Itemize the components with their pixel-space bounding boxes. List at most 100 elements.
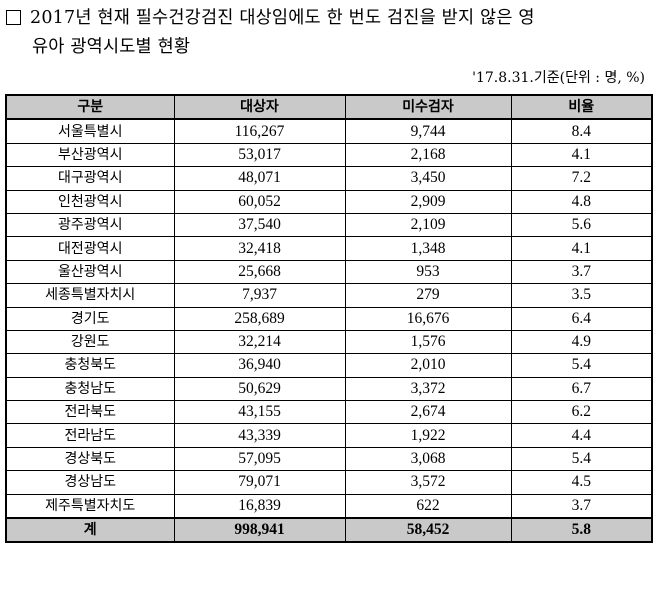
target-count-cell: 32,418 bbox=[173, 236, 346, 261]
target-count-cell: 43,339 bbox=[173, 423, 346, 448]
unexamined-count-cell: 2,168 bbox=[344, 142, 512, 168]
unexamined-count-cell: 3,450 bbox=[344, 166, 512, 191]
unexamined-count-cell: 3,068 bbox=[344, 446, 512, 472]
region-cell: 전라남도 bbox=[5, 423, 175, 448]
table-row: 제주특별자치도 16,839 622 3.7 bbox=[5, 493, 653, 519]
data-table: 구분 대상자 미수검자 비율 서울특별시 116,267 9,744 8.4 부산광역시… bbox=[5, 94, 653, 544]
header-category: 구분 bbox=[5, 94, 175, 121]
table-total-row: 계 998,941 58,452 5.8 bbox=[5, 517, 653, 543]
unexamined-count-cell: 16,676 bbox=[344, 306, 512, 331]
region-cell: 강원도 bbox=[5, 329, 175, 355]
table-row: 광주광역시 37,540 2,109 5.6 bbox=[5, 212, 653, 238]
table-row: 서울특별시 116,267 9,744 8.4 bbox=[5, 118, 653, 144]
ratio-cell: 8.4 bbox=[510, 118, 653, 144]
ratio-cell: 3.5 bbox=[510, 283, 653, 308]
region-cell: 경상남도 bbox=[5, 470, 175, 495]
table-row: 충청북도 36,940 2,010 5.4 bbox=[5, 353, 653, 378]
target-count-cell: 258,689 bbox=[173, 306, 346, 331]
header-ratio: 비율 bbox=[510, 94, 653, 121]
unexamined-count-cell: 953 bbox=[344, 259, 512, 285]
ratio-cell: 4.5 bbox=[510, 470, 653, 495]
target-count-cell: 7,937 bbox=[173, 283, 346, 308]
table-row: 강원도 32,214 1,576 4.9 bbox=[5, 329, 653, 355]
ratio-cell: 5.4 bbox=[510, 353, 653, 378]
region-cell: 경기도 bbox=[5, 306, 175, 331]
unexamined-count-cell: 1,576 bbox=[344, 329, 512, 355]
target-count-cell: 53,017 bbox=[173, 142, 346, 168]
ratio-cell: 4.1 bbox=[510, 236, 653, 261]
table-row: 대구광역시 48,071 3,450 7.2 bbox=[5, 166, 653, 191]
checkbox-square-icon bbox=[6, 10, 21, 25]
region-cell: 경상북도 bbox=[5, 446, 175, 472]
target-count-cell: 37,540 bbox=[173, 212, 346, 238]
table-row: 전라북도 43,155 2,674 6.2 bbox=[5, 400, 653, 425]
target-count-cell: 36,940 bbox=[173, 353, 346, 378]
title-line-2: 유아 광역시도별 현황 bbox=[32, 37, 191, 57]
unexamined-count-cell: 58,452 bbox=[344, 517, 512, 543]
region-cell: 울산광역시 bbox=[5, 259, 175, 285]
target-count-cell: 60,052 bbox=[173, 189, 346, 214]
ratio-cell: 5.8 bbox=[510, 517, 653, 543]
target-count-cell: 25,668 bbox=[173, 259, 346, 285]
ratio-cell: 6.2 bbox=[510, 400, 653, 425]
header-target-count: 대상자 bbox=[173, 94, 346, 121]
table-row: 부산광역시 53,017 2,168 4.1 bbox=[5, 142, 653, 168]
unexamined-count-cell: 1,922 bbox=[344, 423, 512, 448]
region-cell: 광주광역시 bbox=[5, 212, 175, 238]
target-count-cell: 43,155 bbox=[173, 400, 346, 425]
target-count-cell: 116,267 bbox=[173, 118, 346, 144]
unexamined-count-cell: 9,744 bbox=[344, 118, 512, 144]
ratio-cell: 6.4 bbox=[510, 306, 653, 331]
table-row: 대전광역시 32,418 1,348 4.1 bbox=[5, 236, 653, 261]
title-line-1: 2017년 현재 필수건강검진 대상임에도 한 번도 검진을 받지 않은 영 bbox=[30, 8, 535, 28]
ratio-cell: 3.7 bbox=[510, 493, 653, 519]
ratio-cell: 3.7 bbox=[510, 259, 653, 285]
reference-date-note: '17.8.31.기준(단위 : 명, %) bbox=[472, 70, 645, 86]
ratio-cell: 7.2 bbox=[510, 166, 653, 191]
table-row: 울산광역시 25,668 953 3.7 bbox=[5, 259, 653, 285]
table-row: 경상남도 79,071 3,572 4.5 bbox=[5, 470, 653, 495]
region-cell: 충청북도 bbox=[5, 353, 175, 378]
table-row: 경기도 258,689 16,676 6.4 bbox=[5, 306, 653, 331]
region-cell: 충청남도 bbox=[5, 376, 175, 402]
document-title: 2017년 현재 필수건강검진 대상임에도 한 번도 검진을 받지 않은 영 유… bbox=[6, 4, 651, 62]
header-unexamined-count: 미수검자 bbox=[344, 94, 512, 121]
target-count-cell: 998,941 bbox=[173, 517, 346, 543]
ratio-cell: 4.8 bbox=[510, 189, 653, 214]
region-cell: 서울특별시 bbox=[5, 118, 175, 144]
unexamined-count-cell: 1,348 bbox=[344, 236, 512, 261]
table-row: 인천광역시 60,052 2,909 4.8 bbox=[5, 189, 653, 214]
target-count-cell: 79,071 bbox=[173, 470, 346, 495]
target-count-cell: 57,095 bbox=[173, 446, 346, 472]
ratio-cell: 5.6 bbox=[510, 212, 653, 238]
table-row: 충청남도 50,629 3,372 6.7 bbox=[5, 376, 653, 402]
region-cell: 대구광역시 bbox=[5, 166, 175, 191]
table-header-row: 구분 대상자 미수검자 비율 bbox=[5, 94, 653, 121]
unexamined-count-cell: 2,010 bbox=[344, 353, 512, 378]
unexamined-count-cell: 2,109 bbox=[344, 212, 512, 238]
region-cell: 계 bbox=[5, 517, 175, 543]
unexamined-count-cell: 2,674 bbox=[344, 400, 512, 425]
table-row: 세종특별자치시 7,937 279 3.5 bbox=[5, 283, 653, 308]
target-count-cell: 16,839 bbox=[173, 493, 346, 519]
unexamined-count-cell: 3,572 bbox=[344, 470, 512, 495]
unexamined-count-cell: 3,372 bbox=[344, 376, 512, 402]
region-cell: 대전광역시 bbox=[5, 236, 175, 261]
ratio-cell: 4.9 bbox=[510, 329, 653, 355]
unexamined-count-cell: 622 bbox=[344, 493, 512, 519]
unexamined-count-cell: 279 bbox=[344, 283, 512, 308]
ratio-cell: 4.4 bbox=[510, 423, 653, 448]
region-cell: 부산광역시 bbox=[5, 142, 175, 168]
table-row: 전라남도 43,339 1,922 4.4 bbox=[5, 423, 653, 448]
ratio-cell: 4.1 bbox=[510, 142, 653, 168]
target-count-cell: 50,629 bbox=[173, 376, 346, 402]
table-body: 서울특별시 116,267 9,744 8.4 부산광역시 53,017 2,168 4.1 대… bbox=[5, 118, 653, 543]
ratio-cell: 6.7 bbox=[510, 376, 653, 402]
ratio-cell: 5.4 bbox=[510, 446, 653, 472]
region-cell: 세종특별자치시 bbox=[5, 283, 175, 308]
target-count-cell: 48,071 bbox=[173, 166, 346, 191]
region-cell: 전라북도 bbox=[5, 400, 175, 425]
target-count-cell: 32,214 bbox=[173, 329, 346, 355]
unexamined-count-cell: 2,909 bbox=[344, 189, 512, 214]
table-row: 경상북도 57,095 3,068 5.4 bbox=[5, 446, 653, 472]
